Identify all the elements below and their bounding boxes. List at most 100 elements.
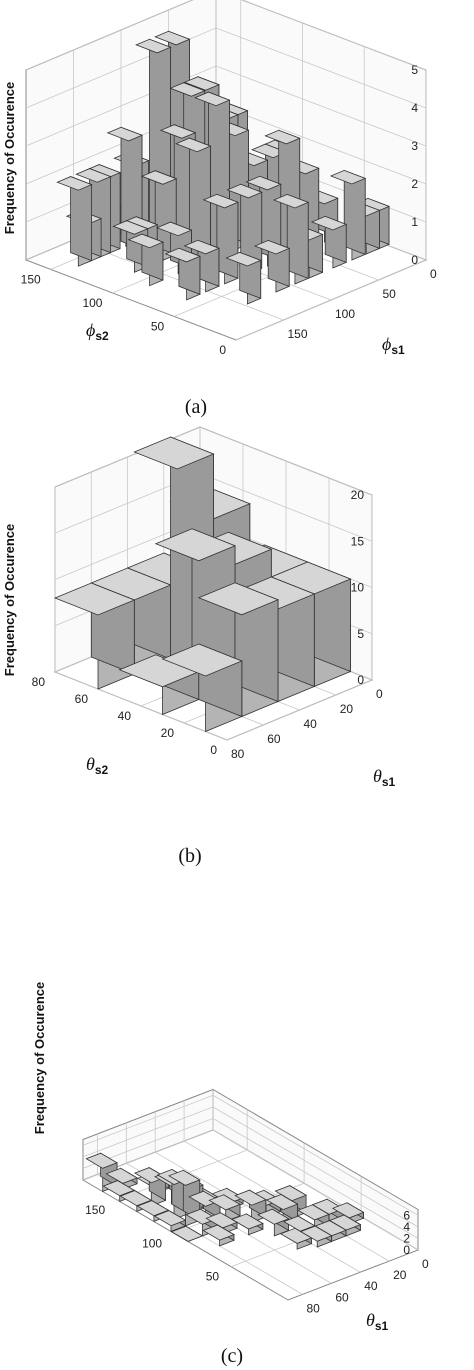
bar xyxy=(279,1227,313,1250)
z-tick-label: 5 xyxy=(411,63,418,77)
z-grid-line xyxy=(25,0,427,71)
x-tick-label: 80 xyxy=(306,1301,320,1315)
bar-top-face xyxy=(153,1210,187,1227)
bar-top-face xyxy=(154,30,191,46)
bar-top-face xyxy=(185,1208,218,1225)
bar xyxy=(253,239,291,293)
bar-top-face xyxy=(205,1212,238,1229)
bar-top-face xyxy=(310,215,348,231)
bar-top-face xyxy=(188,1190,221,1207)
bar-top-face xyxy=(245,175,282,191)
bar-top-face xyxy=(274,1185,308,1202)
bar-top-face xyxy=(133,436,215,470)
bar-top-face xyxy=(225,251,262,267)
caption-c: (c) xyxy=(221,1345,243,1367)
x-tick-label: 50 xyxy=(383,287,397,301)
z-tick-label: 4 xyxy=(403,1220,410,1234)
bar-top-face xyxy=(154,528,237,562)
z-tick-label: 5 xyxy=(357,627,364,641)
bar xyxy=(256,1208,290,1237)
bars xyxy=(85,1152,365,1250)
bars xyxy=(53,436,352,733)
z-axis-label-c: Frequency of Occurence xyxy=(32,982,47,1134)
bar-top-face xyxy=(208,1194,241,1211)
bar-top-face xyxy=(127,233,164,249)
bars xyxy=(56,30,391,305)
bar-top-face xyxy=(156,221,193,237)
bar-top-face xyxy=(136,1200,170,1217)
x-tick-label: 60 xyxy=(267,732,281,746)
y-tick-label: 100 xyxy=(142,1236,162,1250)
bar xyxy=(183,239,220,293)
bar xyxy=(175,137,212,267)
y-tick-label: 50 xyxy=(151,319,165,333)
bar-top-face xyxy=(226,183,263,199)
bar-top-face xyxy=(256,1208,290,1225)
bar-top-face xyxy=(331,1202,365,1219)
y-tick-label: 20 xyxy=(161,726,175,740)
bar-top-face xyxy=(135,38,172,54)
bar-top-face xyxy=(102,1180,135,1197)
y-axis-label-a: ϕs2 xyxy=(86,320,109,343)
x-grid-line xyxy=(125,1122,332,1284)
x-axis-label-c: θs1 xyxy=(366,1310,389,1333)
y-axis-label-b: θs2 xyxy=(86,754,109,777)
bar-top-face xyxy=(56,176,93,191)
bar xyxy=(127,233,164,287)
bar-top-face xyxy=(106,126,144,142)
bar xyxy=(53,582,136,690)
bar-top-face xyxy=(140,170,178,185)
x-tick-label: 40 xyxy=(304,717,318,731)
bar-top-face xyxy=(161,643,243,677)
y-tick-label: 150 xyxy=(21,272,41,286)
x-tick-label: 80 xyxy=(231,747,245,761)
chart-panel-c: Frequency of Occurence θs1 (c) 024602040… xyxy=(32,982,429,1367)
y-tick-label: 150 xyxy=(85,1203,105,1217)
bar-top-face xyxy=(194,91,231,107)
bar-top-face xyxy=(282,1215,316,1232)
bar xyxy=(202,1224,235,1247)
z-tick-label: 0 xyxy=(403,1243,410,1257)
x-tick-label: 100 xyxy=(335,307,355,321)
y-tick-label: 0 xyxy=(219,343,226,357)
bar xyxy=(170,1225,204,1242)
bar-top-face xyxy=(265,1194,299,1211)
bar xyxy=(225,251,262,305)
y-tick-label: 80 xyxy=(32,675,46,689)
bar-top-face xyxy=(168,1169,201,1186)
x-axis-label-a: ϕs1 xyxy=(382,334,405,357)
x-tick-label: 0 xyxy=(422,1257,429,1271)
bar-top-face xyxy=(197,582,280,616)
bar-top-face xyxy=(183,76,220,91)
x-tick-label: 0 xyxy=(430,267,437,281)
bar xyxy=(329,169,367,261)
bar-top-face xyxy=(272,193,310,209)
bar-top-face xyxy=(133,1167,167,1184)
z-tick-label: 3 xyxy=(411,139,418,153)
y-tick-label: 0 xyxy=(210,743,217,757)
bar-top-face xyxy=(297,1204,330,1221)
z-tick-label: 15 xyxy=(351,534,365,548)
bar-top-face xyxy=(75,168,112,183)
x-tick-label: 150 xyxy=(288,327,308,341)
bar-top-face xyxy=(253,239,291,255)
x-tick-label: 40 xyxy=(364,1279,378,1293)
z-tick-label: 0 xyxy=(411,253,418,267)
y-tick-label: 40 xyxy=(118,709,132,723)
bar xyxy=(118,654,200,716)
bar xyxy=(270,561,352,688)
bar xyxy=(90,567,172,675)
y-tick-label: 100 xyxy=(82,296,102,310)
bar-top-face xyxy=(105,1167,139,1184)
x-tick-label: 60 xyxy=(335,1290,349,1304)
bar-top-face xyxy=(202,1224,235,1241)
bar xyxy=(153,1209,187,1232)
bar-top-face xyxy=(231,1213,264,1230)
z-axis-label-b: Frequency of Occurence xyxy=(2,524,17,676)
bar-top-face xyxy=(159,124,197,139)
z-tick-label: 6 xyxy=(403,1208,410,1222)
bar xyxy=(197,582,280,718)
bar-top-face xyxy=(183,239,220,255)
z-tick-label: 10 xyxy=(351,581,365,595)
